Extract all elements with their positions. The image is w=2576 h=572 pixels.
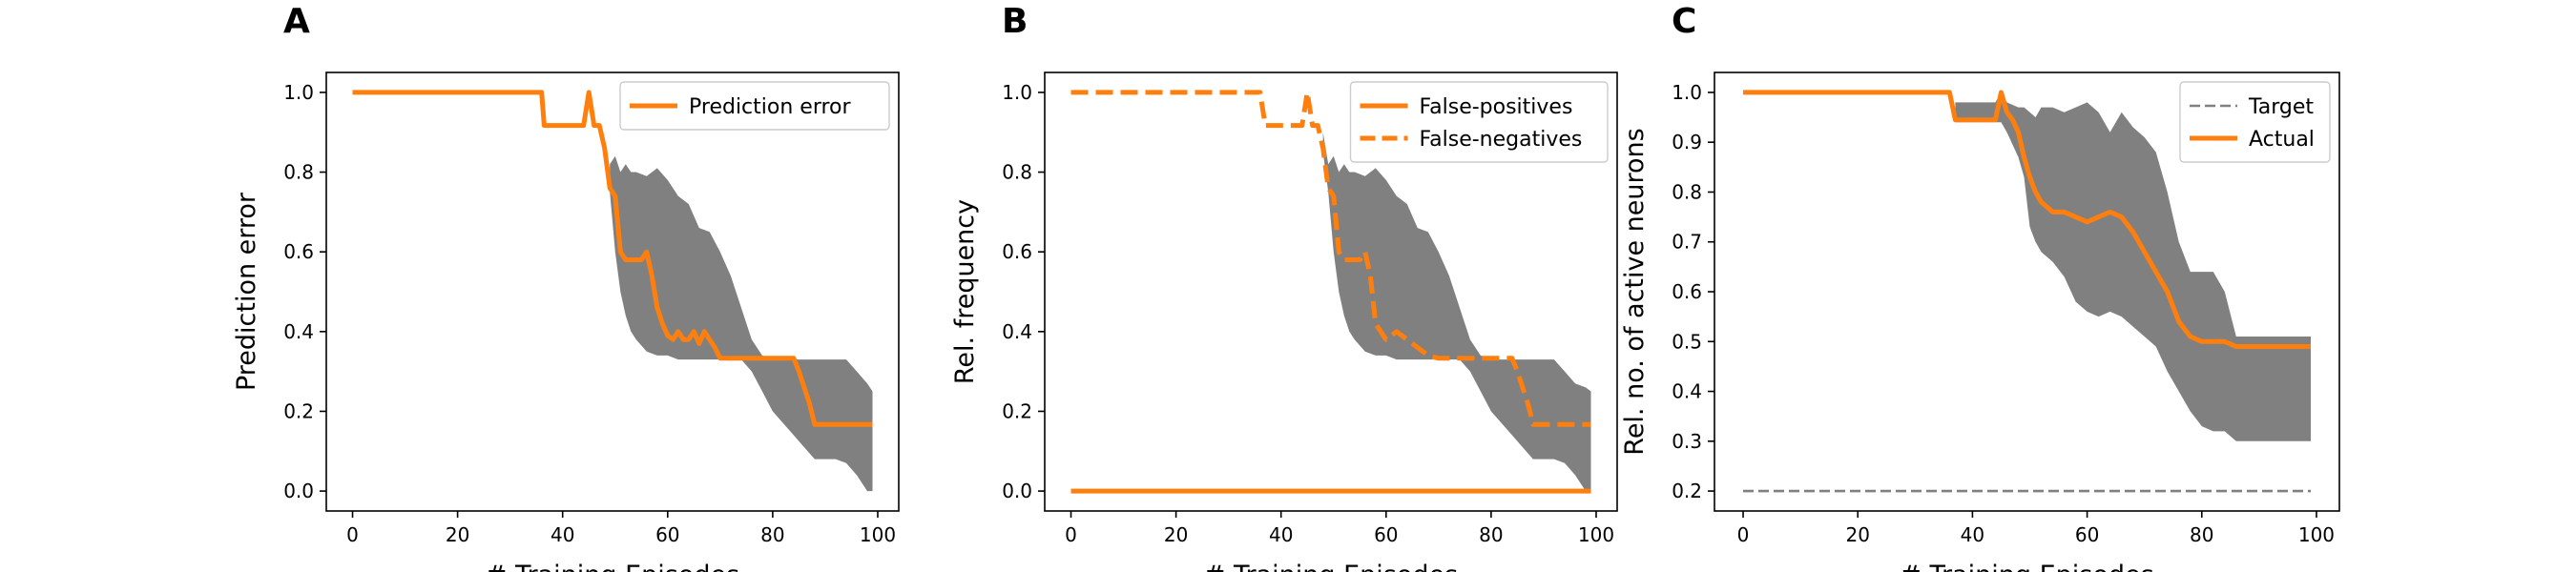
panel-b-x-tick-label: 100 [1578,523,1614,546]
panel-a-y-tick-label: 0.2 [283,399,314,422]
panel-b-letter: B [1002,2,1028,41]
panel-a-letter: A [283,2,310,41]
panel-c-x-tick-label: 40 [1961,523,1984,546]
panel-b-x-tick-label: 40 [1269,523,1293,546]
panel-b-legend-label-false-positives: False-positives [1420,95,1573,119]
panel-b-y-tick-label: 0.6 [1002,240,1032,263]
panel-a-x-tick-label: 60 [655,523,679,546]
panel-a-y-axis-label: Prediction error [232,192,261,391]
panel-a-legend-label-prediction-error: Prediction error [689,95,851,119]
panel-a-plot-area [352,90,873,492]
panel-c-y-tick-label: 0.5 [1672,330,1702,353]
panel-b-x-tick-label: 0 [1065,523,1077,546]
panel-a-y-tick-label: 0.6 [283,240,314,263]
panel-a-axes-frame [325,72,900,512]
panel-b-x-axis-label: # Training Episodes [1204,561,1458,572]
panel-c-x-axis-label: # Training Episodes [1900,561,2153,572]
panel-b-y-axis-label: Rel. frequency [950,199,980,384]
panel-a-variance-band [610,155,873,492]
panel-b-axes-frame [1044,72,1618,512]
panel-c-legend: Target Actual [2179,81,2331,163]
panel-a-x-tick-label: 40 [551,523,574,546]
panel-b-legend: False-positives False-negatives [1349,81,1609,163]
panel-c-variance-band [1955,92,2311,441]
panel-c-x-tick-label: 80 [2190,523,2213,546]
panel-a-x-tick-label: 20 [446,523,469,546]
panel-c-x-tick-label: 100 [2298,523,2335,546]
panel-b-legend-label-false-negatives: False-negatives [1420,128,1583,152]
panel-c-y-axis-label: Rel. no. of active neurons [1620,128,1650,455]
panel-a: 0 20 40 60 80 100 0.0 0.2 0.4 0.6 0.8 1.0 # Training… [232,2,900,572]
panel-a-x-tick-label: 100 [860,523,896,546]
panel-c-letter: C [1672,2,1696,41]
panel-a-x-axis-label: # Training Episodes [486,561,739,572]
panel-b-x-tick-label: 80 [1479,523,1503,546]
panel-b-series-false-negatives [1070,90,1591,427]
panel-b-plot-area [1070,90,1591,494]
panel-c-x-tick-label: 0 [1737,523,1750,546]
panel-b-y-tick-label: 0.0 [1002,480,1032,502]
panel-c-y-tick-label: 0.8 [1672,180,1702,203]
panel-c-y-tick-label: 0.6 [1672,280,1702,303]
panel-a-y-tick-label: 0.8 [283,161,314,184]
panel-c-y-tick-label: 1.0 [1672,81,1702,104]
panel-b: 0 20 40 60 80 100 0.0 0.2 0.4 0.6 0.8 1.0 # Training… [950,2,1618,572]
panel-b-y-tick-label: 0.2 [1002,399,1032,422]
panel-a-y-tick-label: 0.4 [283,320,314,343]
panel-c-x-tick-label: 60 [2075,523,2099,546]
panel-c-x-tick-label: 20 [1846,523,1870,546]
panel-b-y-tick-label: 1.0 [1002,81,1032,104]
panel-a-x-tick-label: 0 [346,523,359,546]
panel-a-legend: Prediction error [619,81,890,131]
panel-a-y-tick-label: 0.0 [283,480,314,502]
panel-c-plot-area [1743,90,2311,493]
panel-b-legend-box [1349,81,1609,163]
panel-c-y-tick-label: 0.7 [1672,231,1702,254]
panel-c-legend-label-actual: Actual [2249,128,2315,152]
panel-c: 0 20 40 60 80 100 0.2 0.3 0.4 0.5 0.6 0.7 0.8 0.9 1.0 #… [1620,2,2340,572]
panel-b-x-tick-label: 20 [1164,523,1188,546]
panel-a-series-prediction-error [352,90,873,427]
panel-c-legend-label-target: Target [2248,95,2314,119]
panel-c-series-actual [1743,90,2311,349]
panel-b-x-tick-label: 60 [1374,523,1398,546]
panel-c-y-tick-label: 0.2 [1672,480,1702,502]
panel-b-y-tick-label: 0.8 [1002,161,1032,184]
panel-c-y-tick-label: 0.9 [1672,131,1702,153]
panel-b-variance-band [1322,132,1591,492]
panel-c-legend-box [2179,81,2331,163]
panel-a-y-tick-label: 1.0 [283,81,314,104]
panel-c-y-tick-label: 0.3 [1672,430,1702,453]
panel-a-legend-box [619,81,890,131]
panel-c-y-tick-label: 0.4 [1672,380,1702,403]
panel-a-x-tick-label: 80 [760,523,784,546]
panel-b-y-tick-label: 0.4 [1002,320,1032,343]
